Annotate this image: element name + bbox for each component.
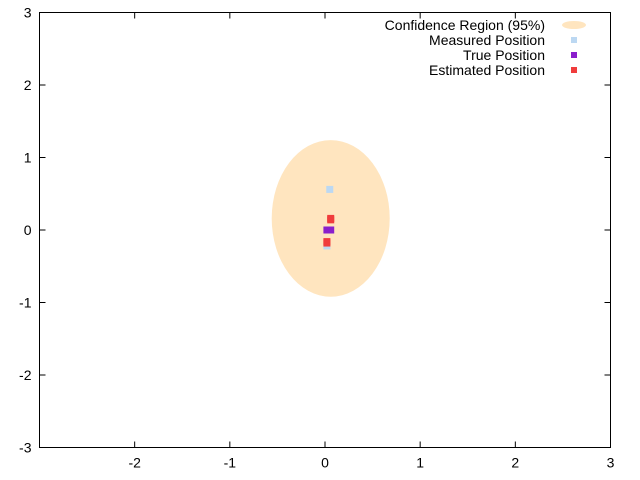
legend-label-true-position: True Position	[463, 47, 545, 63]
y-tick-label: 0	[24, 222, 32, 238]
estimated-position-point	[323, 239, 331, 247]
y-tick-label: -1	[19, 295, 32, 311]
data-points-layer	[323, 185, 335, 250]
legend: Confidence Region (95%)Measured Position…	[385, 17, 586, 78]
legend-label-estimated-position: Estimated Position	[429, 62, 545, 78]
y-tick-label: 2	[24, 77, 32, 93]
legend-swatch-estimated-position	[571, 67, 577, 73]
y-tick-label: -2	[19, 367, 32, 383]
legend-swatch-confidence-region	[562, 21, 586, 29]
legend-label-measured-position: Measured Position	[429, 32, 545, 48]
y-tick-label: -3	[19, 440, 32, 456]
legend-swatch-true-position	[571, 52, 577, 58]
measured-position-point	[326, 185, 334, 193]
y-tick-label: 3	[24, 5, 32, 21]
legend-swatch-measured-position	[571, 37, 577, 43]
legend-label-confidence-region-95: Confidence Region (95%)	[385, 17, 545, 33]
x-axis: -2 -1 0 1 2 3	[128, 12, 615, 471]
x-tick-label: 2	[511, 455, 519, 471]
y-axis: 3 2 1 0 -1 -2 -3	[19, 5, 611, 456]
x-tick-label: 0	[321, 455, 329, 471]
estimated-position-point	[327, 216, 335, 224]
x-tick-label: 3	[607, 455, 615, 471]
x-tick-label: 1	[416, 455, 424, 471]
x-tick-label: -1	[224, 455, 237, 471]
y-tick-label: 1	[24, 150, 32, 166]
true-position-point	[327, 226, 335, 234]
x-tick-label: -2	[128, 455, 141, 471]
